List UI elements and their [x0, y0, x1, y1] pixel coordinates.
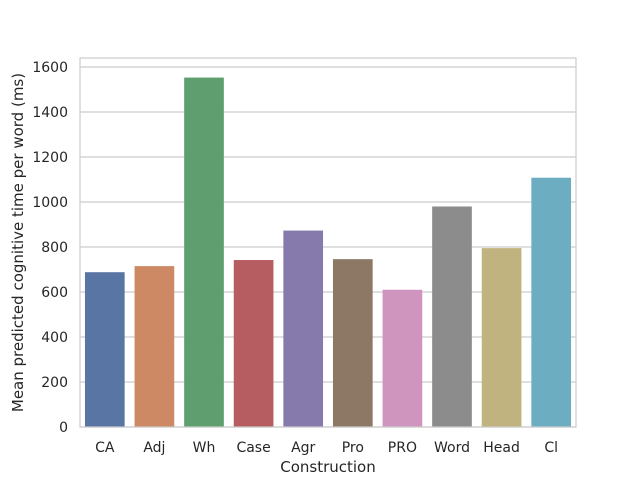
y-tick-label: 1400: [32, 105, 68, 121]
x-tick-label: Head: [483, 440, 520, 456]
y-tick-labels: 0 200 400 600 800 1000 1200 1400 1600: [32, 60, 68, 436]
x-tick-label: CA: [95, 440, 115, 456]
y-tick-label: 1000: [32, 195, 68, 211]
x-axis-label: Construction: [280, 458, 376, 476]
bar-adj: [134, 266, 175, 427]
y-tick-label: 400: [41, 330, 68, 346]
y-tick-label: 1600: [32, 60, 68, 76]
x-tick-label: Case: [236, 440, 270, 456]
x-tick-label: Agr: [291, 440, 315, 456]
y-tick-label: 0: [59, 420, 68, 436]
bar-pro: [382, 289, 423, 427]
bar-pro: [332, 259, 373, 427]
y-tick-label: 600: [41, 285, 68, 301]
x-tick-label: Word: [434, 440, 470, 456]
bar-agr: [283, 230, 324, 427]
bar-case: [233, 260, 274, 427]
x-tick-label: Pro: [342, 440, 364, 456]
x-tick-label: Cl: [544, 440, 558, 456]
y-tick-label: 1200: [32, 150, 68, 166]
y-tick-label: 200: [41, 375, 68, 391]
bar-ca: [84, 272, 125, 427]
plot-frame: [79, 57, 577, 428]
bar-head: [481, 248, 522, 427]
x-tick-labels: CA Adj Wh Case Agr Pro PRO Word Head Cl: [95, 440, 558, 456]
y-tick-label: 800: [41, 240, 68, 256]
y-axis-label: Mean predicted cognitive time per word (…: [9, 73, 27, 412]
bar-cl: [531, 177, 572, 427]
x-tick-label: Adj: [143, 440, 165, 456]
bars: [84, 77, 572, 427]
bar-word: [432, 206, 472, 427]
x-tick-label: Wh: [193, 440, 216, 456]
bar-wh: [184, 77, 224, 427]
x-tick-label: PRO: [388, 440, 417, 456]
